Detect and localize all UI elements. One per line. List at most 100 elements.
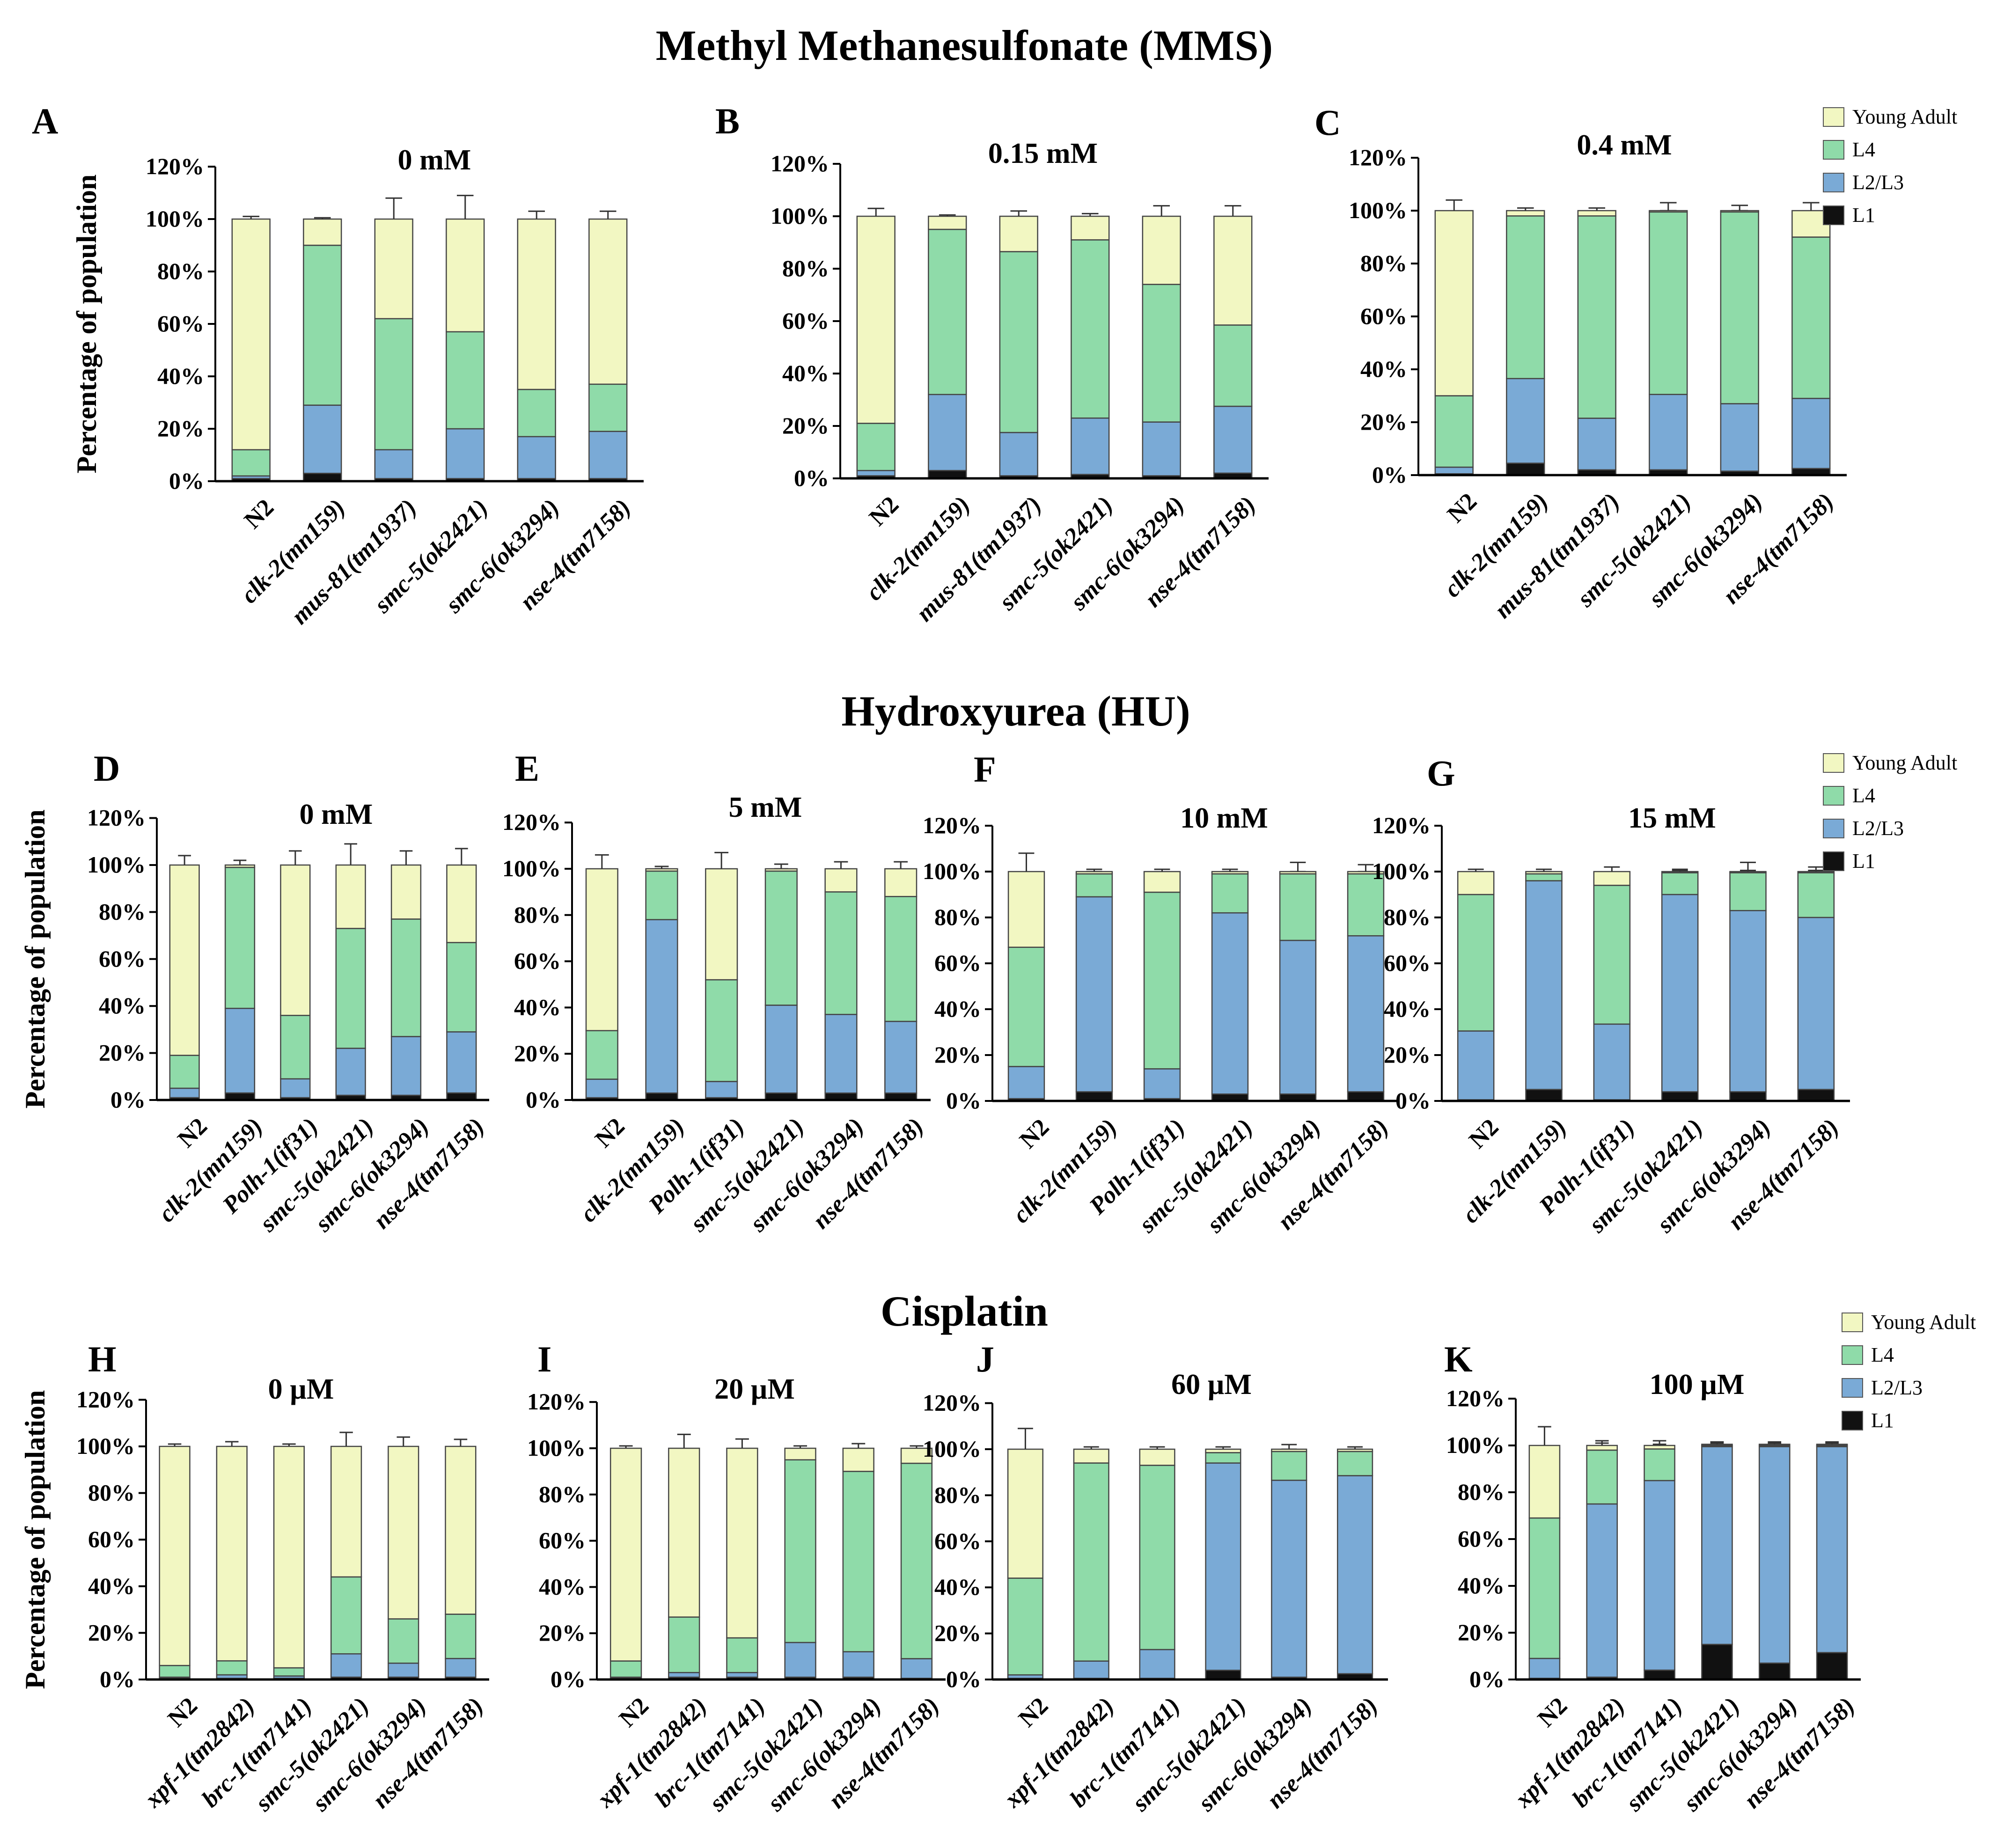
bar-k-smc-6-ok3294-l1	[1758, 1662, 1791, 1680]
x-tick-label-g-n2: N2	[1464, 1114, 1504, 1154]
y-tick-label-h-2: 40%	[88, 1573, 135, 1599]
panel-title-e: 5 mM	[729, 792, 802, 823]
y-tick-label-e-2: 40%	[514, 994, 561, 1020]
y-tick-label-h-6: 120%	[76, 1386, 135, 1412]
bar-b-clk-2-mn159-young-adult	[928, 215, 967, 230]
legend-label-k-young-adult: Young Adult	[1871, 1311, 1976, 1334]
bar-g-polh-1-if31-l2-l3	[1593, 1023, 1631, 1100]
bar-i-xpf-1-tm2842-young-adult	[668, 1447, 700, 1618]
y-tick-label-f-4: 80%	[934, 904, 981, 930]
legend-c: Young Adult L4 L2/L3 L1	[1823, 105, 1957, 227]
panel-g: G15 mM0%20%40%60%80%100%120%N2clk-2(mn15…	[1372, 751, 1957, 1238]
y-tick-label-a-5: 100%	[146, 205, 204, 232]
bar-d-n2-young-adult	[169, 864, 200, 1056]
y-tick-label-c-5: 100%	[1349, 197, 1407, 223]
bar-e-n2-l4	[585, 1030, 618, 1080]
y-tick-label-c-0: 0%	[1372, 462, 1407, 488]
x-tick-label-b-mus-81-tm1937: mus-81(tm1937)	[911, 491, 1047, 627]
y-tick-label-b-1: 20%	[782, 412, 829, 439]
x-tick-label-f-n2: N2	[1014, 1114, 1054, 1154]
bar-k-xpf-1-tm2842-l2-l3	[1586, 1503, 1618, 1678]
bar-j-smc-6-ok3294-l4	[1271, 1451, 1307, 1481]
bar-g-smc-5-ok2421-l1	[1661, 1091, 1699, 1102]
panel-letter-b: B	[715, 101, 740, 141]
bar-a-clk-2-mn159-l1	[303, 472, 342, 482]
bar-k-xpf-1-tm2842-l4	[1586, 1449, 1618, 1505]
legend-swatch-g-l4	[1823, 786, 1844, 806]
bar-e-polh-1-if31-l4	[705, 979, 738, 1082]
bar-k-brc-1-tm7141-l1	[1644, 1669, 1675, 1680]
bar-k-xpf-1-tm2842-young-adult	[1586, 1445, 1618, 1451]
bar-j-brc-1-tm7141-l2-l3	[1139, 1649, 1175, 1679]
legend-swatch-k-l4	[1842, 1345, 1863, 1365]
bar-c-n2-l4	[1434, 395, 1474, 468]
legend-label-g-l1: L1	[1852, 850, 1875, 873]
y-tick-label-g-4: 80%	[1384, 904, 1431, 930]
bar-c-clk-2-mn159-l1	[1506, 462, 1545, 476]
y-tick-label-b-0: 0%	[794, 465, 829, 491]
y-tick-label-e-6: 120%	[502, 809, 561, 835]
legend-label-k-l2-l3: L2/L3	[1871, 1376, 1923, 1399]
bar-g-n2-l4	[1457, 894, 1495, 1032]
bar-e-clk-2-mn159-l4	[645, 870, 678, 920]
x-tick-label-j-smc-5-ok2421: smc-5(ok2421)	[1127, 1693, 1251, 1817]
y-tick-label-g-3: 60%	[1384, 950, 1431, 976]
panel-letter-k: K	[1444, 1339, 1473, 1379]
bar-j-xpf-1-tm2842-l4	[1073, 1462, 1109, 1662]
bar-e-nse-4-tm7158-young-adult	[884, 868, 918, 897]
bar-h-brc-1-tm7141-l4	[273, 1667, 305, 1677]
y-tick-label-f-0: 0%	[946, 1087, 981, 1114]
bar-b-smc-5-ok2421-l2-l3	[1071, 417, 1110, 475]
bar-g-smc-5-ok2421-young-adult	[1661, 871, 1699, 873]
bar-j-smc-6-ok3294-l2-l3	[1271, 1480, 1307, 1678]
bar-c-smc-6-ok3294-l2-l3	[1720, 403, 1759, 472]
panel-title-a: 0 mM	[398, 144, 471, 176]
bar-e-smc-5-ok2421-l2-l3	[764, 1005, 798, 1094]
panel-letter-c: C	[1314, 102, 1341, 143]
bar-k-smc-5-ok2421-young-adult	[1701, 1444, 1733, 1446]
bar-b-nse-4-tm7158-l4	[1213, 324, 1253, 407]
bar-g-polh-1-if31-l4	[1593, 885, 1631, 1025]
y-tick-label-d-0: 0%	[110, 1086, 146, 1113]
y-tick-label-i-6: 120%	[527, 1388, 586, 1415]
legend-k: Young Adult L4 L2/L3 L1	[1842, 1311, 1976, 1432]
y-tick-label-a-4: 80%	[157, 258, 204, 284]
y-tick-label-i-5: 100%	[527, 1435, 586, 1461]
bar-g-smc-5-ok2421-l4	[1661, 872, 1699, 895]
bar-h-smc-6-ok3294-l4	[388, 1618, 419, 1664]
bar-j-brc-1-tm7141-l4	[1139, 1465, 1175, 1650]
y-tick-label-f-2: 40%	[934, 996, 981, 1022]
x-tick-label-d-n2: N2	[173, 1113, 213, 1153]
panel-letter-j: J	[976, 1339, 994, 1379]
x-tick-label-c-n2: N2	[1442, 488, 1482, 528]
bar-k-brc-1-tm7141-l4	[1644, 1448, 1675, 1481]
bar-a-nse-4-tm7158-l2-l3	[588, 431, 628, 479]
bar-f-clk-2-mn159-young-adult	[1075, 871, 1113, 875]
y-axis-label-d: Percentage of population	[20, 809, 51, 1108]
y-tick-label-a-0: 0%	[169, 468, 204, 494]
bar-c-smc-5-ok2421-young-adult	[1649, 210, 1688, 213]
panel-h: H 0 µM 0% 20% 40% 60% 80% 100% 120% Percentage of…	[20, 1339, 489, 1817]
bar-d-smc-6-ok3294-l2-l3	[390, 1036, 422, 1096]
bar-g-polh-1-if31-young-adult	[1593, 871, 1631, 886]
bar-c-smc-5-ok2421-l4	[1649, 211, 1688, 395]
section-title-cisplatin: Cisplatin	[881, 1287, 1048, 1335]
legend-label-c-l2-l3: L2/L3	[1852, 171, 1904, 194]
panel-a: A 0 mM 0% 20% 40% 60% 80% 100% 120% Percentage of…	[32, 101, 644, 630]
bar-b-nse-4-tm7158-young-adult	[1213, 215, 1253, 326]
x-tick-label-j-n2: N2	[1013, 1693, 1053, 1732]
bar-b-smc-5-ok2421-l4	[1071, 239, 1110, 419]
bar-g-nse-4-tm7158-l2-l3	[1797, 917, 1835, 1090]
y-tick-label-j-6: 120%	[923, 1390, 981, 1416]
x-tick-label-c-mus-81-tm1937: mus-81(tm1937)	[1490, 488, 1625, 624]
bar-i-n2-young-adult	[609, 1447, 642, 1662]
bar-f-clk-2-mn159-l4	[1075, 873, 1113, 898]
bar-c-clk-2-mn159-young-adult	[1506, 210, 1545, 217]
panel-title-i: 20 µM	[714, 1373, 795, 1405]
bar-k-n2-l4	[1528, 1517, 1561, 1659]
bar-f-clk-2-mn159-l1	[1075, 1091, 1113, 1102]
bar-f-nse-4-tm7158-l1	[1347, 1091, 1385, 1102]
panel-f: F10 mM0%20%40%60%80%100%120%N2clk-2(mn15…	[923, 749, 1400, 1238]
y-tick-label-g-5: 100%	[1372, 858, 1431, 884]
